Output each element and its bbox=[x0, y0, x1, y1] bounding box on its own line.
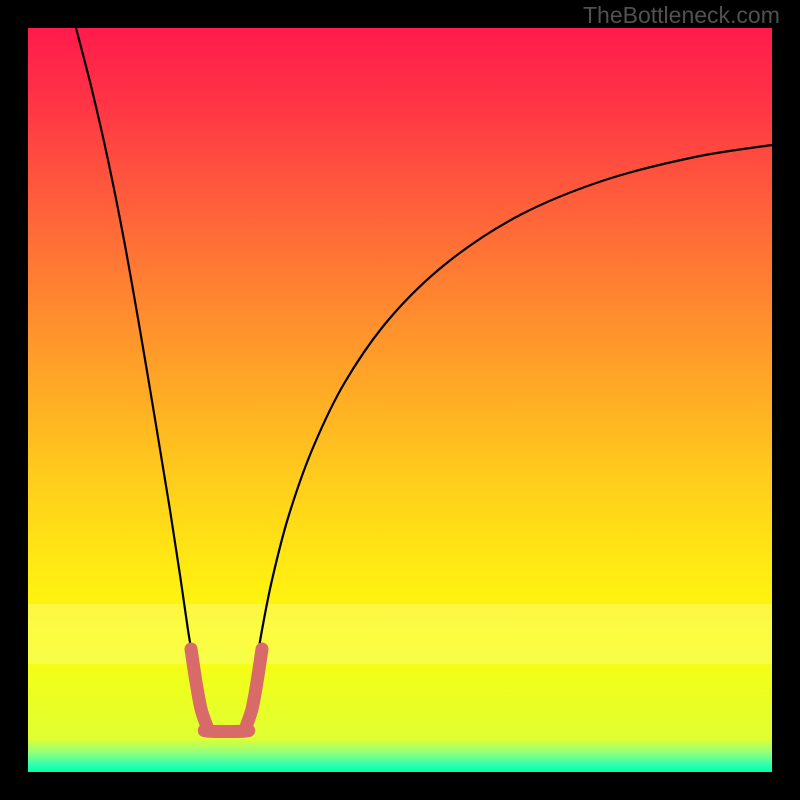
pale-band bbox=[28, 604, 772, 664]
frame-border bbox=[0, 772, 800, 800]
bottleneck-chart bbox=[0, 0, 800, 800]
frame-border bbox=[0, 0, 28, 800]
attribution-text: TheBottleneck.com bbox=[583, 2, 780, 29]
frame-border bbox=[772, 0, 800, 800]
